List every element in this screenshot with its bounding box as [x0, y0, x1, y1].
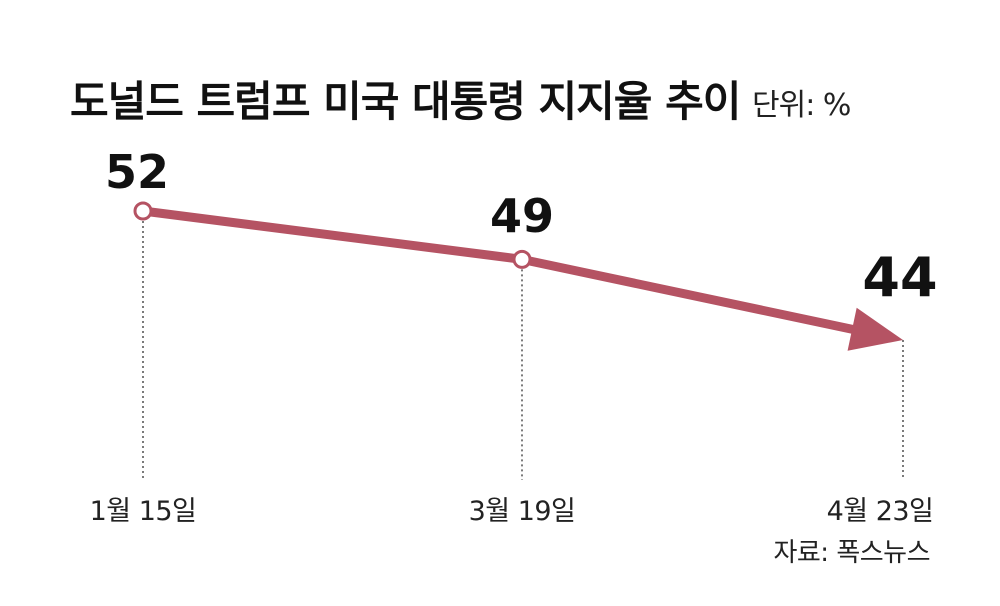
- arrowhead-marker: [847, 307, 903, 351]
- data-point-1: [133, 201, 153, 221]
- x-tick-label-3: 4월 23일: [827, 496, 934, 527]
- x-axis-labels: 1월 15일 3월 19일 4월 23일: [90, 496, 934, 527]
- value-labels: 52 49 44: [105, 145, 938, 309]
- data-point-2: [512, 249, 532, 269]
- chart-title: 도널드 트럼프 미국 대통령 지지율 추이: [70, 77, 741, 126]
- x-tick-label-1: 1월 15일: [90, 496, 197, 527]
- data-points: [133, 201, 532, 269]
- vertical-guides: [142, 211, 904, 480]
- source-label: 자료: 폭스뉴스: [773, 538, 930, 568]
- value-label-1: 52: [105, 145, 169, 199]
- unit-label: 단위: %: [752, 88, 851, 123]
- value-label-2: 49: [490, 189, 554, 243]
- value-label-3: 44: [862, 246, 937, 309]
- x-tick-label-2: 3월 19일: [469, 496, 576, 527]
